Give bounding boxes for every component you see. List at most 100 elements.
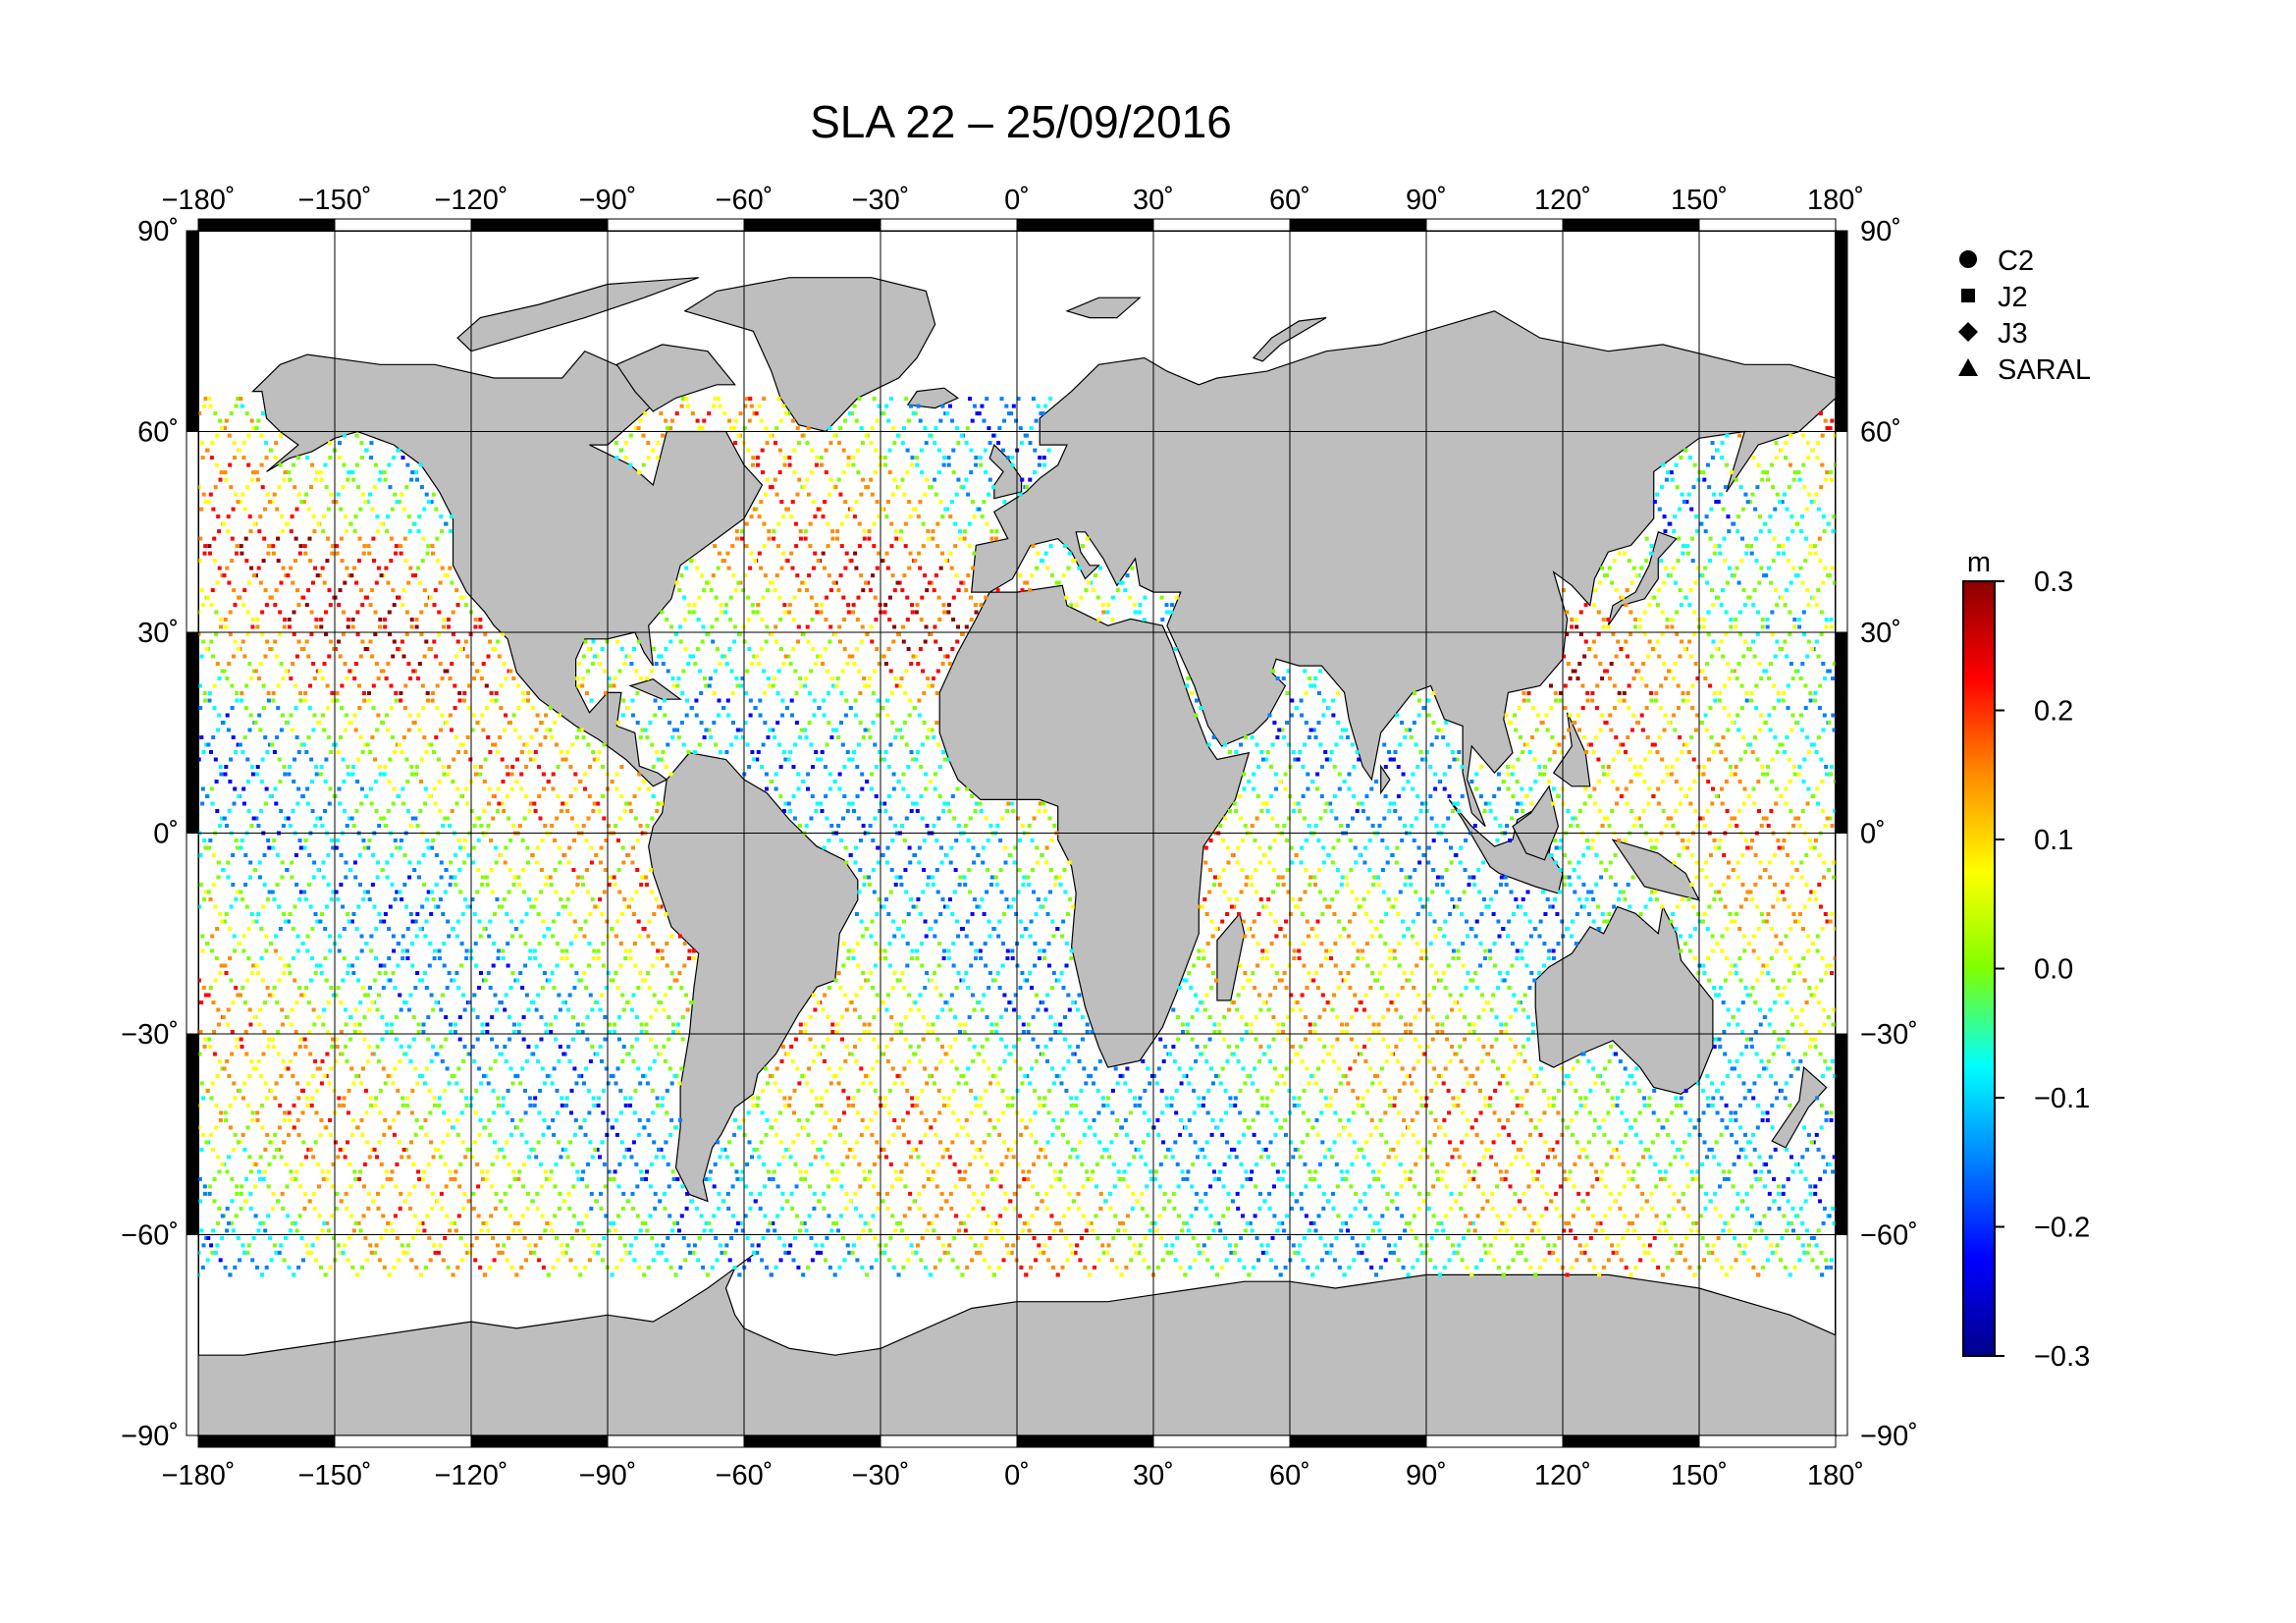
sla-track-point: [369, 948, 374, 953]
sla-track-point: [1656, 801, 1661, 806]
sla-track-point: [612, 1220, 616, 1225]
sla-track-point: [587, 1258, 592, 1263]
sla-track-point: [767, 683, 772, 688]
sla-track-point: [376, 566, 381, 570]
sla-track-point: [1747, 942, 1752, 946]
sla-track-point: [391, 971, 396, 975]
sla-track-point: [1498, 824, 1503, 828]
sla-track-point: [237, 942, 241, 946]
sla-track-point: [704, 683, 709, 688]
sla-track-point: [1510, 772, 1515, 777]
sla-track-point: [1729, 772, 1734, 777]
sla-track-point: [294, 735, 299, 739]
sla-track-point: [653, 1191, 658, 1196]
sla-track-point: [950, 794, 955, 798]
sla-track-point: [1784, 1081, 1789, 1086]
sla-track-point: [732, 1132, 737, 1137]
sla-track-point: [228, 632, 233, 636]
sla-track-point: [619, 647, 624, 651]
sla-track-point: [921, 1015, 926, 1019]
sla-track-point: [400, 897, 404, 901]
sla-track-point: [348, 1214, 353, 1218]
sla-track-point: [391, 1081, 396, 1086]
sla-track-point: [934, 1214, 939, 1218]
sla-track-point: [1052, 824, 1057, 828]
sla-track-point: [373, 1250, 378, 1255]
sla-track-point: [240, 639, 245, 644]
sla-track-point: [1742, 639, 1747, 644]
sla-track-point: [1590, 1184, 1595, 1189]
sla-track-point: [547, 1125, 552, 1130]
sla-track-point: [354, 927, 359, 931]
sla-track-point: [327, 588, 332, 593]
sla-track-point: [907, 993, 912, 998]
sla-track-point: [453, 683, 457, 688]
sla-track-point: [392, 1117, 396, 1122]
sla-track-point: [748, 713, 753, 718]
sla-track-point: [861, 1228, 866, 1233]
sla-track-point: [855, 1140, 859, 1145]
sla-track-point: [403, 1001, 408, 1004]
sla-track-point: [1791, 477, 1796, 482]
sla-track-point: [209, 603, 214, 608]
sla-track-point: [1168, 1147, 1173, 1152]
sla-track-point: [823, 993, 828, 998]
sla-track-point: [1706, 1103, 1711, 1108]
sla-track-point: [1719, 986, 1723, 990]
sla-track-point: [648, 1184, 653, 1189]
sla-track-point: [362, 1037, 367, 1042]
sla-track-point: [1250, 824, 1255, 828]
sla-track-point: [254, 1066, 258, 1071]
sla-track-point: [260, 610, 265, 615]
sla-track-point: [367, 1155, 372, 1160]
sla-track-point: [521, 698, 526, 703]
sla-track-point: [352, 1022, 357, 1027]
sla-track-point: [435, 559, 440, 564]
sla-track-point: [327, 1228, 332, 1233]
sla-track-point: [440, 529, 445, 534]
sla-track-point: [851, 948, 856, 953]
sla-track-point: [1705, 1073, 1710, 1078]
sla-track-point: [1018, 1066, 1023, 1071]
sla-track-point: [1314, 934, 1319, 939]
sla-track-point: [1641, 809, 1646, 813]
sla-track-point: [1344, 1176, 1349, 1181]
sla-track-point: [1675, 757, 1680, 762]
sla-track-point: [1735, 566, 1739, 570]
sla-track-point: [1705, 1243, 1710, 1248]
sla-track-point: [898, 683, 903, 688]
sla-track-point: [895, 580, 900, 585]
sla-track-point: [1366, 1015, 1371, 1019]
sla-track-point: [199, 1228, 204, 1233]
sla-track-point: [275, 1001, 280, 1004]
sla-track-point: [379, 1235, 384, 1240]
sla-track-point: [572, 1066, 577, 1071]
sla-track-point: [414, 624, 419, 629]
sla-track-point: [1602, 772, 1606, 777]
sla-track-point: [267, 993, 272, 998]
sla-track-point: [1234, 809, 1239, 813]
sla-track-point: [991, 433, 996, 438]
sla-track-point: [1239, 816, 1243, 821]
sla-track-point: [1736, 1073, 1741, 1078]
sla-track-point: [986, 839, 990, 842]
sla-track-point: [378, 963, 383, 968]
sla-track-point: [1410, 1081, 1415, 1086]
sla-track-point: [1183, 1125, 1188, 1130]
sla-track-point: [1833, 1073, 1836, 1078]
sla-track-point: [707, 411, 712, 416]
sla-track-point: [478, 934, 483, 939]
sla-track-point: [506, 963, 510, 968]
sla-track-point: [923, 426, 928, 431]
sla-track-point: [1290, 698, 1295, 703]
sla-track-point: [1245, 1220, 1250, 1225]
sla-track-point: [436, 1250, 441, 1255]
sla-track-point: [697, 742, 702, 747]
sla-track-point: [1479, 765, 1484, 769]
sla-track-point: [1415, 765, 1420, 769]
sla-track-point: [374, 1243, 379, 1248]
sla-track-point: [497, 1147, 502, 1152]
sla-track-point: [596, 1103, 601, 1108]
sla-track-point: [1011, 404, 1016, 408]
sla-track-point: [686, 1243, 691, 1248]
